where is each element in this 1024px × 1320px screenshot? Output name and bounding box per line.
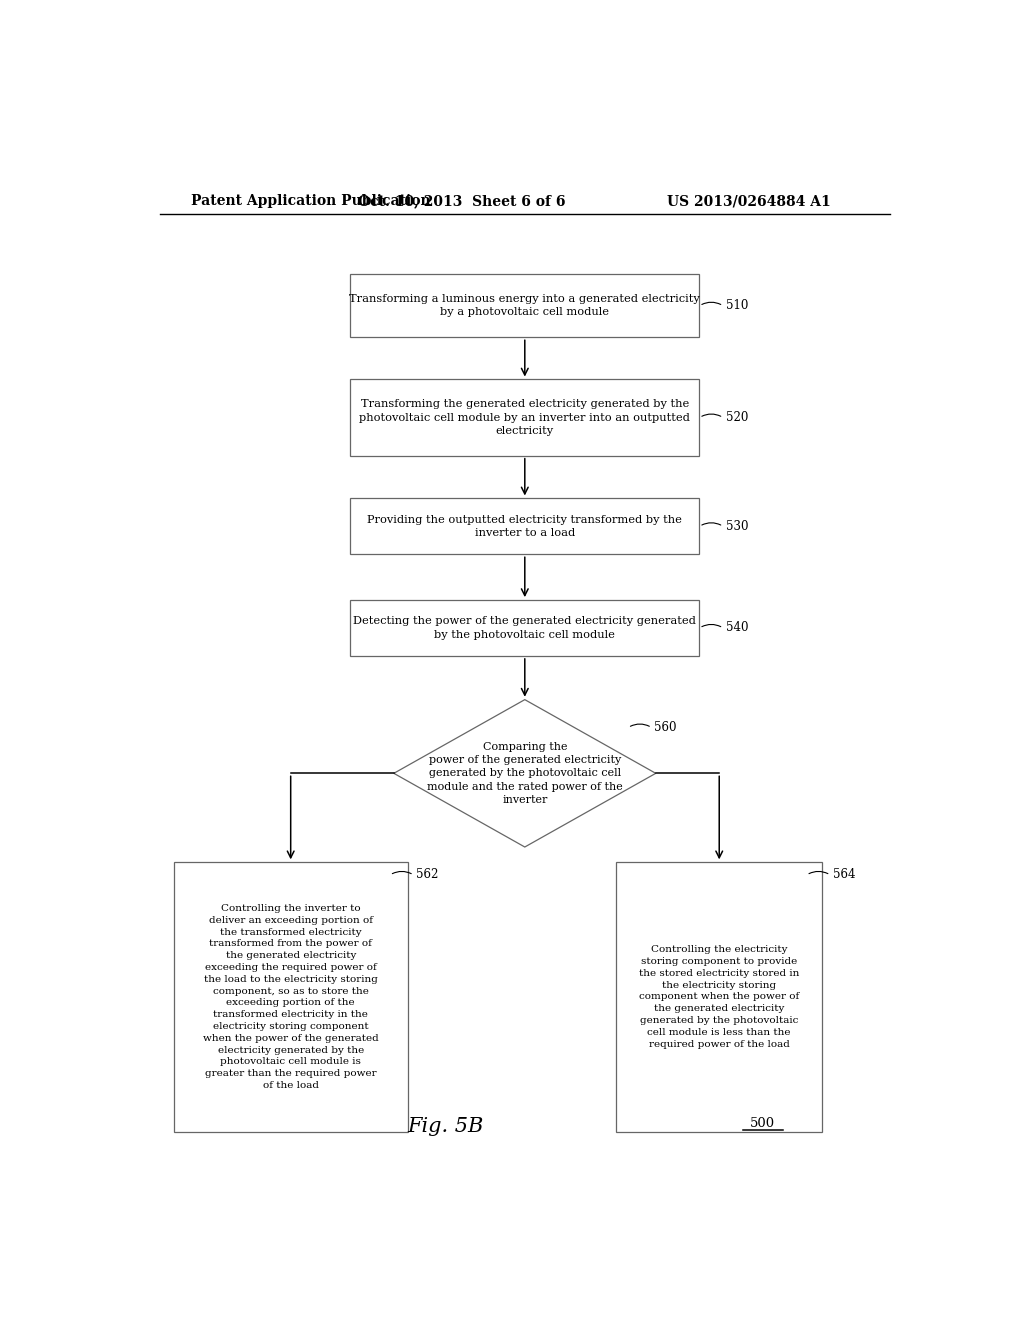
- Text: Patent Application Publication: Patent Application Publication: [191, 194, 431, 209]
- Text: Oct. 10, 2013  Sheet 6 of 6: Oct. 10, 2013 Sheet 6 of 6: [357, 194, 565, 209]
- Text: Comparing the
power of the generated electricity
generated by the photovoltaic c: Comparing the power of the generated ele…: [427, 742, 623, 805]
- Text: Providing the outputted electricity transformed by the
inverter to a load: Providing the outputted electricity tran…: [368, 515, 682, 539]
- FancyBboxPatch shape: [174, 862, 408, 1131]
- Text: Fig. 5B: Fig. 5B: [408, 1117, 483, 1135]
- Text: 520: 520: [726, 411, 748, 424]
- Text: 540: 540: [726, 622, 749, 635]
- Text: 510: 510: [726, 300, 748, 313]
- Text: 562: 562: [416, 869, 438, 882]
- FancyBboxPatch shape: [616, 862, 822, 1131]
- Text: 500: 500: [751, 1118, 775, 1130]
- Polygon shape: [394, 700, 655, 847]
- Text: Controlling the inverter to
deliver an exceeding portion of
the transformed elec: Controlling the inverter to deliver an e…: [203, 904, 379, 1090]
- Text: 564: 564: [833, 869, 855, 882]
- FancyBboxPatch shape: [350, 275, 699, 338]
- FancyBboxPatch shape: [350, 601, 699, 656]
- Text: Transforming the generated electricity generated by the
photovoltaic cell module: Transforming the generated electricity g…: [359, 400, 690, 436]
- Text: Transforming a luminous energy into a generated electricity
by a photovoltaic ce: Transforming a luminous energy into a ge…: [349, 294, 700, 317]
- Text: 560: 560: [654, 721, 677, 734]
- Text: Detecting the power of the generated electricity generated
by the photovoltaic c: Detecting the power of the generated ele…: [353, 616, 696, 640]
- Text: US 2013/0264884 A1: US 2013/0264884 A1: [667, 194, 830, 209]
- Text: 530: 530: [726, 520, 749, 533]
- FancyBboxPatch shape: [350, 499, 699, 554]
- FancyBboxPatch shape: [350, 379, 699, 455]
- Text: Controlling the electricity
storing component to provide
the stored electricity : Controlling the electricity storing comp…: [639, 945, 800, 1048]
